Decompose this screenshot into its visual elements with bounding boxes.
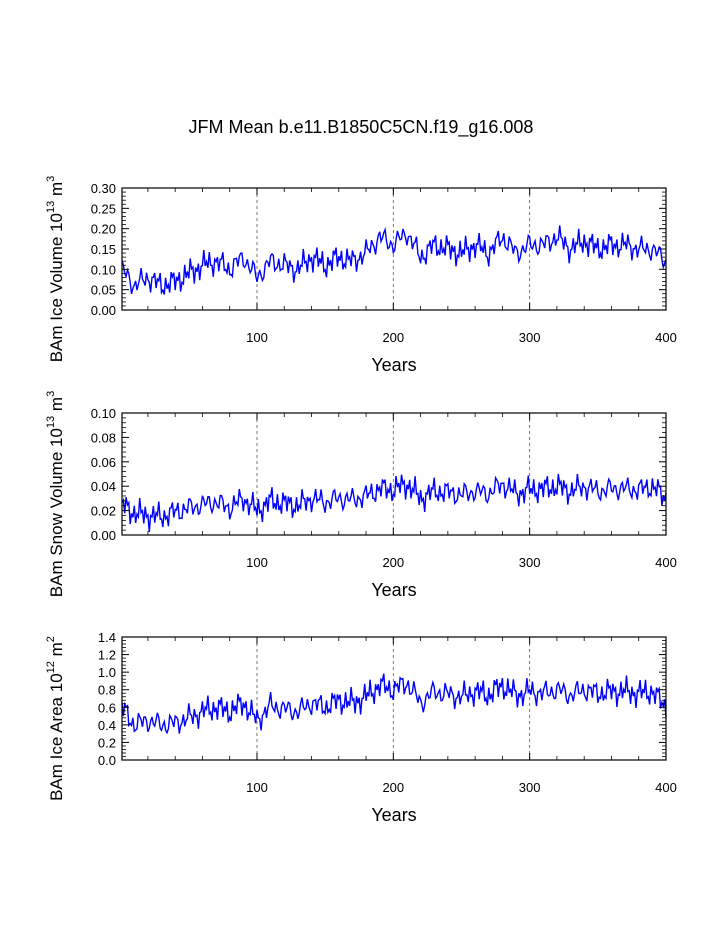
- y-tick-label: 0.06: [91, 455, 116, 470]
- series-line: [122, 474, 666, 532]
- y-tick-label: 0.4: [98, 718, 116, 733]
- panel-ice-volume: 0.00 0.05 0.10 0.15 0.20 0.25 0.30 100 200 300 400…: [45, 176, 677, 375]
- y-tick-label: 0.15: [91, 242, 116, 257]
- x-tick-label: 300: [519, 780, 541, 795]
- y-tick-label: 0.00: [91, 303, 116, 318]
- plot-frame: [122, 188, 666, 310]
- x-axis-label: Years: [371, 580, 416, 600]
- series-line: [122, 674, 666, 734]
- figure: JFM Mean b.e11.B1850C5CN.f19_g16.008 0.0…: [0, 0, 723, 935]
- y-tick-label: 1.4: [98, 630, 116, 645]
- series-line: [122, 225, 666, 294]
- y-tick-label: 0.10: [91, 406, 116, 421]
- y-tick-label: 0.0: [98, 753, 116, 768]
- y-tick-label: 0.25: [91, 201, 116, 216]
- y-tick-label: 0.10: [91, 262, 116, 277]
- y-tick-label: 0.02: [91, 504, 116, 519]
- y-tick-label: 0.00: [91, 528, 116, 543]
- x-axis-label: Years: [371, 355, 416, 375]
- y-tick-label: 0.04: [91, 479, 116, 494]
- y-axis-label: BAm Ice Area 1012 m2: [45, 636, 66, 801]
- panel-ice-area: 0.0 0.2 0.4 0.6 0.8 1.0 1.2 1.4 100 200 300 400 Yea…: [45, 630, 677, 825]
- y-tick-label: 0.30: [91, 181, 116, 196]
- y-tick-label: 0.8: [98, 683, 116, 698]
- x-tick-label: 100: [246, 555, 268, 570]
- x-tick-label: 100: [246, 780, 268, 795]
- y-tick-label: 0.2: [98, 735, 116, 750]
- x-tick-label: 400: [655, 780, 677, 795]
- plot-frame: [122, 413, 666, 535]
- x-tick-label: 300: [519, 330, 541, 345]
- x-tick-label: 400: [655, 330, 677, 345]
- x-tick-label: 300: [519, 555, 541, 570]
- y-tick-label: 0.08: [91, 430, 116, 445]
- y-axis-label: BAm Ice Volume 1013 m3: [45, 176, 66, 363]
- x-tick-label: 100: [246, 330, 268, 345]
- y-tick-label: 0.20: [91, 222, 116, 237]
- x-tick-label: 200: [382, 330, 404, 345]
- chart-title: JFM Mean b.e11.B1850C5CN.f19_g16.008: [189, 117, 534, 138]
- x-axis-label: Years: [371, 805, 416, 825]
- y-tick-label: 0.6: [98, 700, 116, 715]
- y-tick-label: 1.0: [98, 665, 116, 680]
- panel-snow-volume: 0.00 0.02 0.04 0.06 0.08 0.10 100 200 300 400 Yea…: [45, 391, 677, 600]
- y-tick-label: 0.05: [91, 283, 116, 298]
- x-tick-label: 200: [382, 555, 404, 570]
- x-tick-label: 400: [655, 555, 677, 570]
- y-tick-label: 1.2: [98, 648, 116, 663]
- x-tick-label: 200: [382, 780, 404, 795]
- y-axis-label: BAm Snow Volume 1013 m3: [45, 391, 66, 597]
